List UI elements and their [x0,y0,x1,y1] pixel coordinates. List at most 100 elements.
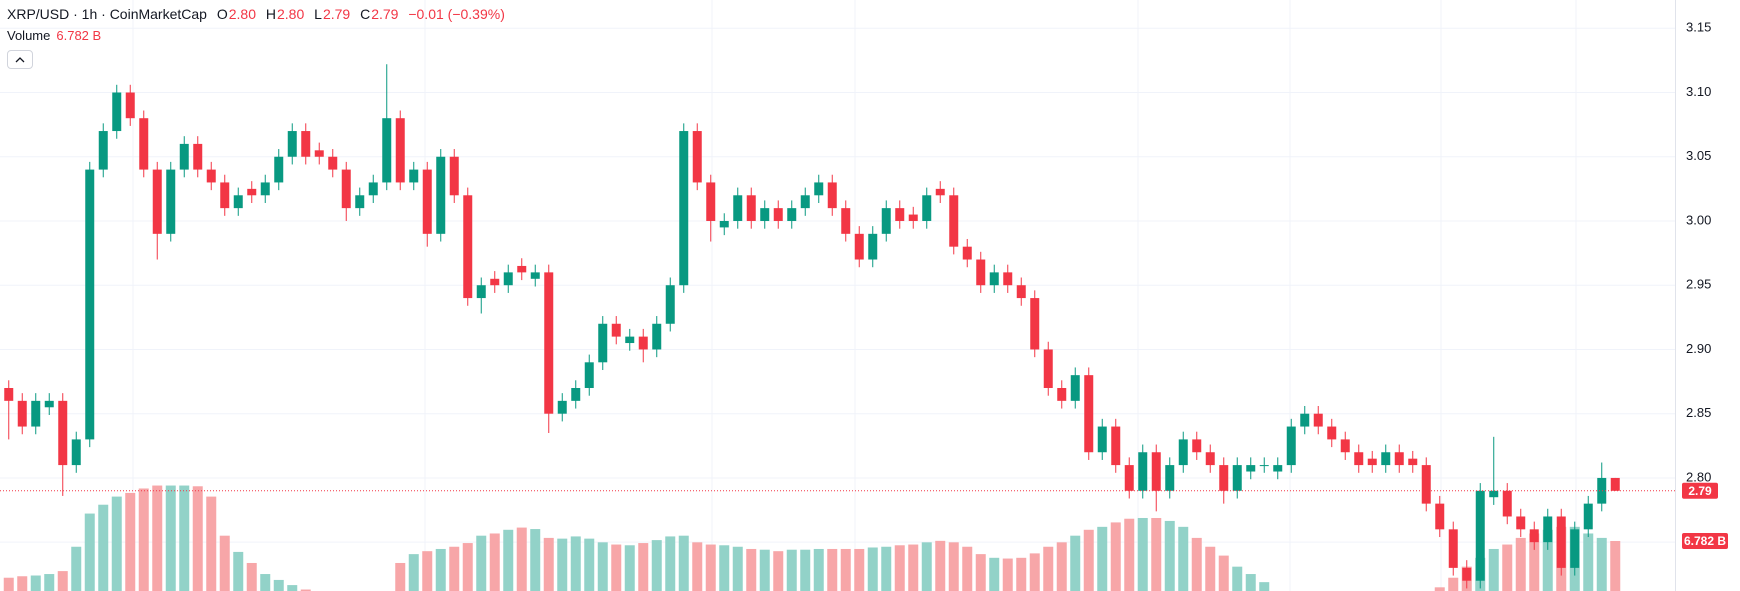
candle-body [58,400,68,466]
volume-bar [651,540,662,591]
volume-bar [1515,537,1526,591]
candle-body [1556,516,1566,568]
volume-bar [219,535,230,591]
candle-body [1381,452,1391,466]
volume-bar [665,536,676,591]
candle-body [544,272,554,414]
volume-value: 6.782 B [56,28,102,43]
volume-bar [1151,517,1162,591]
candle-body [1124,465,1134,491]
volume-bar [503,529,514,591]
volume-bar [435,548,446,591]
candle-body [166,169,176,234]
candle-body [854,233,864,260]
candle-body [98,131,108,170]
candle-body [490,278,500,286]
candle-body [1138,452,1148,491]
y-tick-label: 3.00 [1686,212,1711,227]
last-price-label: 2.79 [1688,484,1712,498]
ohlc-value: 2.79 [322,6,351,22]
volume-bar [3,577,14,591]
ohlc-key: L [314,6,322,22]
candle-body [1205,452,1215,466]
y-tick-label: 2.80 [1686,469,1711,484]
volume-bar [1029,553,1040,591]
candle-body [247,188,257,196]
symbol-row: XRP/USD · 1h · CoinMarketCap O2.80 H2.80… [7,4,511,25]
candle-body [1462,567,1472,581]
candle-body [1408,458,1418,466]
candle-body [1259,465,1269,467]
volume-bar [138,488,149,591]
candle-body [1219,465,1229,491]
candle-body [1610,477,1620,491]
volume-bar [1097,526,1108,591]
candle-body [611,323,621,337]
candle-body [1516,516,1526,530]
volume-bar [165,485,176,591]
candle-body [1273,465,1283,472]
volume-bar [287,585,298,591]
candle-body [868,233,878,260]
candle-body [1340,439,1350,453]
volume-bar [1232,566,1243,591]
volume-bar [921,542,932,591]
volume-bar [1502,544,1513,591]
volume-bar [908,544,919,591]
volume-bar [125,492,136,591]
chevron-icon [15,57,25,63]
y-tick-label: 2.90 [1686,341,1711,356]
candle-body [827,182,837,209]
volume-badge-label: 6.782 B [1684,534,1726,548]
candle-body [449,156,459,196]
candle-body [31,400,41,427]
candle-body [1030,298,1040,350]
volume-bar [1164,520,1175,591]
candle-body [287,131,297,157]
volume-bar [152,485,163,591]
candle-body [1543,516,1553,543]
collapse-button[interactable] [7,50,33,69]
volume-bar [827,548,838,591]
volume-bar [1178,526,1189,591]
volume-bar [962,546,973,591]
volume-bar [300,589,311,591]
candle-body [1151,452,1161,491]
volume-bar [206,496,217,591]
candle-body [841,208,851,234]
candle-body [1003,272,1013,286]
candle-body [125,92,135,119]
volume-bar [1245,574,1256,591]
candle-body [4,388,14,401]
y-tick-label: 2.85 [1686,405,1711,420]
candle-body [638,336,648,350]
candle-body [341,169,351,209]
ohlc-value: 2.79 [371,6,399,22]
volume-bar [422,551,433,591]
volume-bar [1205,546,1216,591]
candle-body [949,195,959,247]
candle-body [665,285,675,324]
volume-bar [557,538,568,591]
candle-body [382,118,392,183]
candle-body [503,272,513,286]
candle-body [719,220,729,228]
ohlc-key: O [216,6,228,22]
volume-badge [1682,532,1728,549]
volume-bar [638,543,649,591]
volume-bar [773,551,784,591]
volume-bar [692,542,703,591]
volume-bar [1110,522,1121,591]
candle-body [206,169,216,183]
volume-bar [111,496,122,591]
volume-bar [854,548,865,591]
candle-body [1583,503,1593,530]
volume-bar [1542,529,1553,591]
candle-body [112,92,122,132]
candle-body [1111,426,1121,466]
candle-body [1435,503,1445,530]
candle-body [1300,413,1310,427]
candle-body [746,195,756,221]
volume-bar [813,548,824,591]
volume-bar [867,547,878,591]
